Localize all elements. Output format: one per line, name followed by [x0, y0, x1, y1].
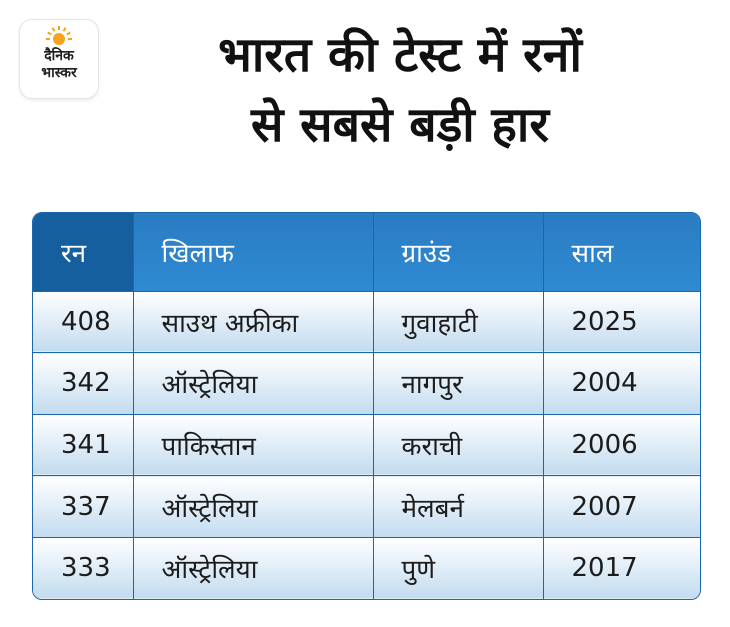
cell-ground: नागपुर	[373, 352, 544, 415]
logo-line-1: दैनिक	[44, 48, 74, 64]
cell-against: ऑस्ट्रेलिया	[133, 352, 374, 415]
cell-runs: 408	[33, 290, 134, 353]
cell-against: पाकिस्तान	[133, 413, 374, 476]
records-table: रन खिलाफ ग्राउंड साल 408 साउथ अफ्रीका गु…	[33, 213, 700, 599]
title-line-2: से सबसे बड़ी हार	[251, 97, 549, 153]
cell-runs: 337	[33, 475, 134, 538]
table-row: 342 ऑस्ट्रेलिया नागपुर 2004	[33, 352, 700, 415]
header-against: खिलाफ	[133, 213, 374, 291]
table-row: 333 ऑस्ट्रेलिया पुणे 2017	[33, 536, 700, 599]
cell-ground: कराची	[373, 413, 544, 476]
records-table-container: रन खिलाफ ग्राउंड साल 408 साउथ अफ्रीका गु…	[32, 212, 701, 600]
table-header-row: रन खिलाफ ग्राउंड साल	[33, 213, 700, 291]
title-line-1: भारत की टेस्ट में रनों	[218, 27, 582, 83]
sun-icon	[46, 26, 72, 45]
cell-year: 2025	[543, 290, 700, 353]
cell-runs: 341	[33, 413, 134, 476]
cell-against: साउथ अफ्रीका	[133, 290, 374, 353]
cell-year: 2006	[543, 413, 700, 476]
cell-runs: 333	[33, 536, 134, 599]
header-year: साल	[543, 213, 700, 291]
cell-year: 2007	[543, 475, 700, 538]
cell-against: ऑस्ट्रेलिया	[133, 475, 374, 538]
dainik-bhaskar-logo: दैनिक भास्कर	[20, 20, 98, 98]
table-row: 408 साउथ अफ्रीका गुवाहाटी 2025	[33, 290, 700, 353]
cell-year: 2004	[543, 352, 700, 415]
logo-line-2: भास्कर	[41, 65, 77, 81]
page-title: भारत की टेस्ट में रनों से सबसे बड़ी हार	[100, 20, 700, 160]
table-row: 341 पाकिस्तान कराची 2006	[33, 413, 700, 476]
cell-against: ऑस्ट्रेलिया	[133, 536, 374, 599]
cell-ground: पुणे	[373, 536, 544, 599]
table-row: 337 ऑस्ट्रेलिया मेलबर्न 2007	[33, 475, 700, 538]
header-ground: ग्राउंड	[373, 213, 544, 291]
cell-ground: गुवाहाटी	[373, 290, 544, 353]
cell-ground: मेलबर्न	[373, 475, 544, 538]
cell-year: 2017	[543, 536, 700, 599]
cell-runs: 342	[33, 352, 134, 415]
header-runs: रन	[33, 213, 134, 291]
